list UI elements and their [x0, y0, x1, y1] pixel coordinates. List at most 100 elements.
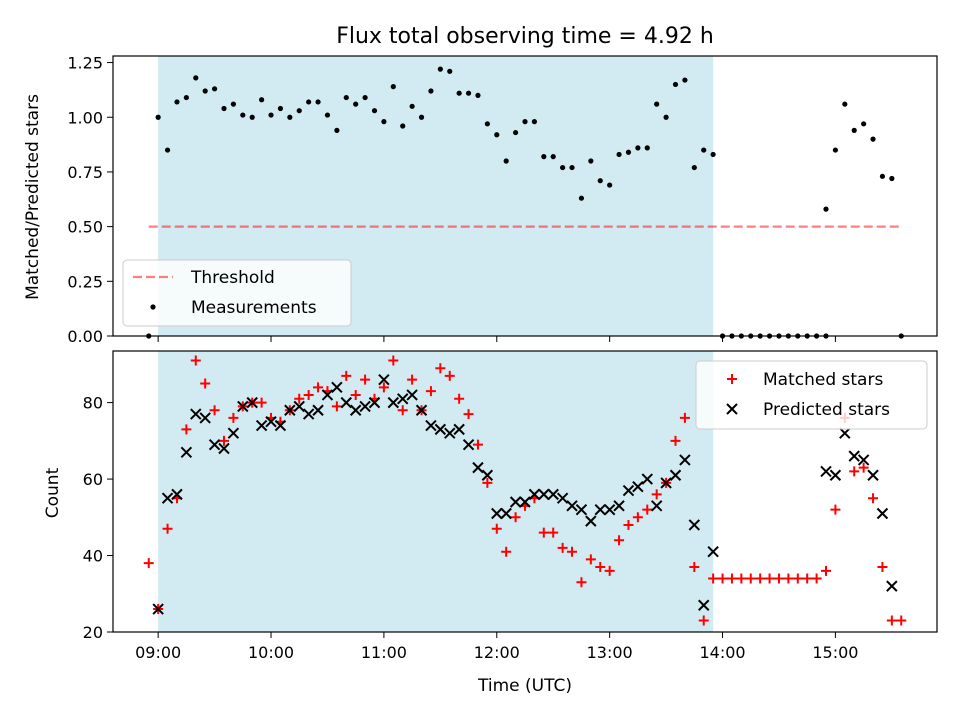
- measurement-point: [211, 86, 218, 92]
- matched-star-point: [811, 573, 822, 584]
- matched-star-point: [472, 439, 483, 450]
- predicted-star-point: [425, 419, 437, 432]
- measurement-point: [842, 101, 848, 107]
- measurement-point: [512, 129, 519, 136]
- x-tick-label: 09:00: [135, 643, 181, 662]
- x-tick-label: 15:00: [812, 643, 858, 662]
- predicted-star-point: [547, 488, 559, 501]
- matched-star-point: [792, 573, 803, 584]
- matched-star-point: [190, 355, 201, 366]
- measurement-point: [663, 114, 669, 120]
- measurement-point: [230, 101, 237, 107]
- predicted-star-point: [585, 515, 597, 527]
- measurement-point: [494, 132, 500, 138]
- y-tick-label: 60: [83, 470, 103, 489]
- measurement-point: [531, 119, 538, 125]
- predicted-star-point: [237, 400, 249, 413]
- measurement-point: [268, 112, 274, 118]
- matched-star-point: [595, 562, 606, 573]
- matched-star-point: [360, 374, 371, 385]
- measurement-point: [522, 119, 528, 125]
- measurement-point: [672, 81, 679, 88]
- measurement-point: [277, 105, 284, 112]
- matched-star-point: [350, 389, 361, 400]
- matched-star-point: [463, 409, 474, 420]
- predicted-star-point: [387, 396, 400, 409]
- matched-star-point: [717, 573, 728, 584]
- matched-star-point: [651, 489, 662, 500]
- predicted-star-point: [321, 389, 334, 401]
- measurement-point: [334, 127, 340, 133]
- matched-star-point: [632, 512, 643, 523]
- matched-star-point: [397, 405, 408, 416]
- measurement-point: [381, 119, 387, 125]
- measurement-point: [889, 175, 895, 182]
- measurement-point: [287, 114, 293, 120]
- predicted-star-point: [876, 507, 889, 520]
- predicted-star-point: [218, 442, 230, 455]
- matched-star-point: [425, 386, 436, 397]
- legend-threshold-label: Threshold: [190, 268, 275, 288]
- matched-star-point: [510, 512, 521, 523]
- matched-star-point: [181, 424, 192, 435]
- predicted-star-point: [839, 427, 851, 439]
- measurement-point: [202, 88, 208, 94]
- predicted-star-point: [284, 404, 296, 416]
- matched-star-point: [642, 504, 653, 515]
- predicted-star-point: [331, 381, 343, 394]
- predicted-star-point: [650, 500, 663, 512]
- measurement-point: [193, 75, 199, 81]
- measurement-point: [164, 147, 171, 153]
- y-tick-label: 1.25: [67, 54, 103, 73]
- predicted-star-point: [302, 408, 315, 420]
- x-axis-label: Time (UTC): [477, 676, 572, 696]
- measurement-point: [823, 206, 829, 212]
- y-tick-label: 0.00: [67, 327, 103, 346]
- matched-star-point: [501, 546, 512, 557]
- measurement-point: [400, 123, 406, 129]
- predicted-star-point: [886, 580, 898, 592]
- measurement-point: [409, 103, 415, 109]
- predicted-star-point: [208, 438, 221, 451]
- matched-star-point: [886, 615, 897, 626]
- panel-2: 20 40 60 80 09:00 10:00 11:00 12:00 13:00 14:00 15…: [83, 350, 938, 662]
- predicted-star-point: [180, 446, 193, 459]
- y-tick-label: 0.50: [67, 218, 103, 237]
- matched-star-point: [303, 389, 314, 400]
- matched-star-point: [557, 542, 568, 553]
- predicted-star-point: [622, 484, 635, 497]
- legend-measurement-label: Measurements: [191, 298, 317, 318]
- matched-star-point: [313, 382, 324, 393]
- matched-star-point: [745, 573, 756, 584]
- predicted-star-point: [848, 450, 860, 462]
- predicted-star-point: [519, 496, 531, 508]
- matched-star-point: [623, 519, 634, 530]
- bottom-y-axis-label: Count: [43, 467, 63, 518]
- predicted-star-point: [575, 503, 588, 516]
- matched-star-point: [482, 477, 493, 488]
- matched-star-point: [444, 370, 455, 381]
- measurement-point: [541, 154, 547, 160]
- matched-star-point: [755, 573, 766, 584]
- measurement-point: [324, 112, 331, 118]
- measurement-point: [484, 121, 490, 127]
- measurement-point: [644, 145, 650, 151]
- y-tick-label: 0.25: [67, 272, 103, 291]
- matched-star-point: [802, 573, 813, 584]
- x-tick-label: 13:00: [587, 643, 633, 662]
- matched-star-point: [491, 523, 502, 534]
- measurement-point: [259, 97, 265, 103]
- measurement-point: [560, 164, 566, 171]
- predicted-star-point: [444, 427, 456, 439]
- predicted-star-point: [509, 496, 522, 508]
- measurement-point: [343, 94, 349, 101]
- legend-box: [695, 360, 928, 430]
- measurement-point: [569, 164, 575, 171]
- predicted-star-point: [434, 423, 447, 436]
- y-tick-label: 1.00: [67, 108, 103, 127]
- predicted-star-point: [293, 400, 305, 413]
- measurement-point: [437, 66, 443, 72]
- measurement-point: [306, 99, 312, 105]
- measurement-point: [296, 108, 302, 114]
